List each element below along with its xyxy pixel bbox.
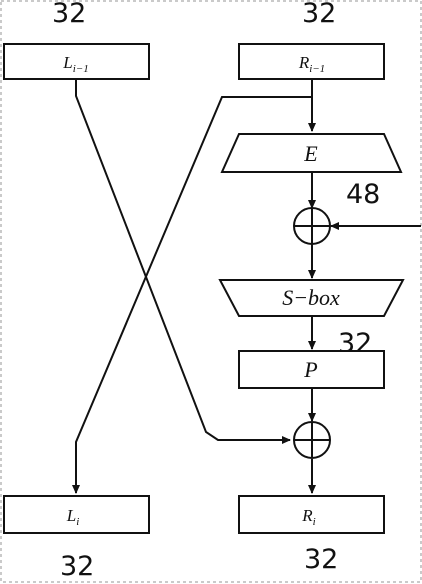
permutation-label: P xyxy=(303,357,317,382)
r-prev-box xyxy=(238,43,385,80)
expansion-label: E xyxy=(303,141,318,166)
permutation-box xyxy=(238,350,385,389)
xor-combine-symbol xyxy=(293,421,331,459)
l-prev-to-xor-wire xyxy=(75,80,291,444)
bottom-right-bit-width: 32 xyxy=(304,544,338,575)
top-left-bit-width: 32 xyxy=(52,0,86,29)
l-prev-label: Li−1 xyxy=(62,53,88,75)
l-prev-box xyxy=(3,43,150,80)
xor-key-mix-symbol xyxy=(293,207,331,245)
r-prev-label: Ri−1 xyxy=(298,53,325,75)
r-next-box xyxy=(238,495,385,534)
sbox-box xyxy=(218,279,405,317)
bottom-left-bit-width: 32 xyxy=(60,551,94,582)
l-next-label: Li xyxy=(66,506,80,528)
expansion-box xyxy=(220,133,403,173)
expansion-bit-width: 48 xyxy=(346,179,380,210)
r-next-label: Ri xyxy=(301,506,315,528)
r-prev-to-l-next-wire xyxy=(72,96,312,494)
sbox-label: S−box xyxy=(282,285,340,310)
top-right-bit-width: 32 xyxy=(302,0,336,29)
l-next-box xyxy=(3,495,150,534)
